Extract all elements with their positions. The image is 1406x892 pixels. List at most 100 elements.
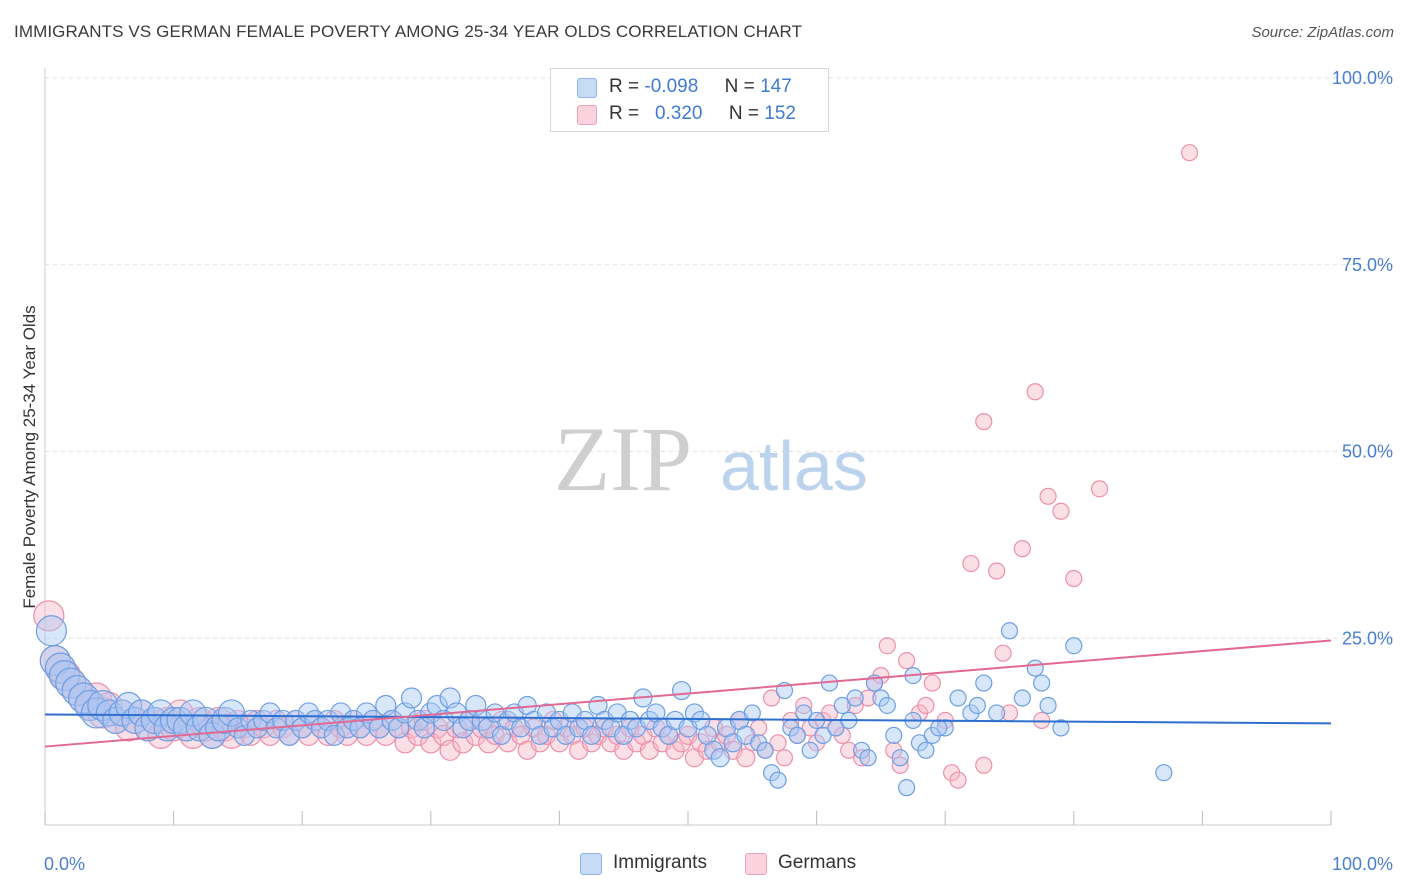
germans-point: [1180, 144, 1199, 162]
immigrants-point: [814, 726, 832, 744]
immigrants-point: [368, 717, 390, 739]
germans-point: [581, 733, 602, 753]
immigrants-point: [833, 696, 851, 715]
immigrants-point: [788, 726, 806, 744]
y-tick-label-75: 75.0%: [1342, 255, 1393, 275]
immigrants-point: [1026, 659, 1044, 677]
y-tick-label-50: 50.0%: [1342, 442, 1393, 462]
immigrants-point: [704, 740, 724, 760]
bottom-legend-label-immigrants: Immigrants: [613, 852, 707, 873]
germans-point: [994, 644, 1012, 662]
x-axis-ticks: [44, 811, 1332, 825]
immigrants-points: [35, 615, 1173, 797]
immigrants-trend-line: [44, 713, 1332, 725]
germans-point: [769, 734, 787, 752]
y-tick-label-100: 100.0%: [1332, 68, 1393, 88]
germans-point: [962, 554, 980, 573]
germans-point: [1052, 502, 1070, 520]
immigrants-point: [859, 749, 877, 767]
immigrants-point: [400, 687, 423, 709]
germans-point: [898, 652, 916, 670]
bottom-legend-swatch-germans: [745, 853, 767, 875]
immigrants-point: [968, 696, 986, 715]
watermark-atlas: atlas: [720, 427, 868, 505]
trend-lines: [44, 639, 1332, 748]
immigrants-point: [1065, 637, 1083, 655]
germans-point: [1039, 487, 1057, 505]
germans-trend-line: [44, 639, 1332, 748]
legend-r-value-germans: 0.320: [654, 103, 703, 124]
germans-point: [1090, 480, 1109, 498]
germans-point: [762, 689, 781, 707]
immigrants-point: [795, 704, 813, 722]
immigrants-point: [710, 748, 730, 768]
bottom-legend-swatch-immigrants: [580, 853, 602, 875]
immigrants-point: [179, 699, 207, 727]
germans-point: [859, 689, 877, 707]
immigrants-point: [885, 726, 903, 744]
source-credit: Source: ZipAtlas.com: [1251, 24, 1394, 41]
immigrants-point: [127, 699, 156, 727]
bottom-legend-label-germans: Germans: [778, 852, 857, 873]
germans-point: [878, 637, 896, 655]
immigrants-point: [1039, 696, 1057, 715]
germans-point: [917, 696, 935, 715]
germans-point: [923, 674, 941, 692]
legend-r-label: R =: [609, 103, 640, 124]
immigrants-point: [671, 680, 692, 701]
germans-point: [1026, 383, 1044, 401]
germans-point: [530, 733, 550, 753]
legend-swatch-germans: [577, 105, 597, 125]
germans-point: [439, 739, 461, 761]
stats-legend: R = -0.098 N = 147 R = 0.320 N = 152: [550, 68, 829, 132]
immigrants-point: [684, 703, 705, 723]
immigrants-point: [846, 689, 864, 707]
legend-r-label: R =: [609, 76, 640, 97]
y-tick-labels: 25.0% 50.0% 75.0% 100.0%: [1332, 68, 1393, 648]
immigrants-point: [1000, 622, 1019, 640]
germans-point: [743, 734, 761, 752]
legend-n-value-immigrants: 147: [760, 76, 792, 97]
immigrants-point: [433, 709, 455, 732]
y-tick-label-25: 25.0%: [1342, 628, 1393, 648]
immigrants-point: [35, 615, 68, 647]
germans-point: [975, 413, 993, 431]
germans-point: [1013, 540, 1031, 558]
immigrants-point: [898, 779, 916, 797]
legend-swatch-immigrants: [577, 78, 597, 98]
x-tick-label-0: 0.0%: [44, 854, 85, 874]
germans-point: [949, 771, 967, 789]
chart-title: IMMIGRANTS VS GERMAN FEMALE POVERTY AMON…: [14, 22, 803, 41]
legend-r-value-immigrants: -0.098: [644, 76, 699, 97]
germans-point: [1065, 569, 1083, 588]
legend-n-value-germans: 152: [764, 103, 796, 124]
x-tick-label-100: 100.0%: [1332, 854, 1393, 874]
immigrants-point: [1155, 764, 1173, 782]
germans-point: [736, 748, 756, 768]
legend-n-label: N =: [724, 76, 755, 97]
legend-n-label: N =: [728, 103, 760, 124]
watermark-zip: ZIP: [554, 408, 692, 510]
immigrants-point: [114, 691, 143, 720]
immigrants-point: [620, 710, 640, 731]
immigrants-point: [323, 724, 345, 746]
immigrants-point: [801, 741, 819, 759]
immigrants-point: [769, 771, 787, 789]
y-axis-label: Female Poverty Among 25-34 Year Olds: [20, 305, 39, 608]
immigrants-point: [581, 725, 602, 745]
immigrants-point: [1013, 689, 1031, 707]
immigrants-point: [743, 704, 761, 722]
immigrants-point: [917, 741, 935, 759]
immigrants-point: [891, 749, 909, 767]
germans-point: [775, 749, 794, 767]
germans-point: [840, 741, 858, 759]
germans-point: [988, 562, 1006, 580]
germans-point: [820, 704, 839, 722]
germans-point: [452, 732, 474, 754]
gridlines: [45, 77, 1395, 639]
immigrants-point: [1052, 719, 1070, 737]
immigrants-point: [975, 674, 993, 692]
immigrants-point: [988, 704, 1006, 722]
immigrants-point: [930, 719, 948, 737]
